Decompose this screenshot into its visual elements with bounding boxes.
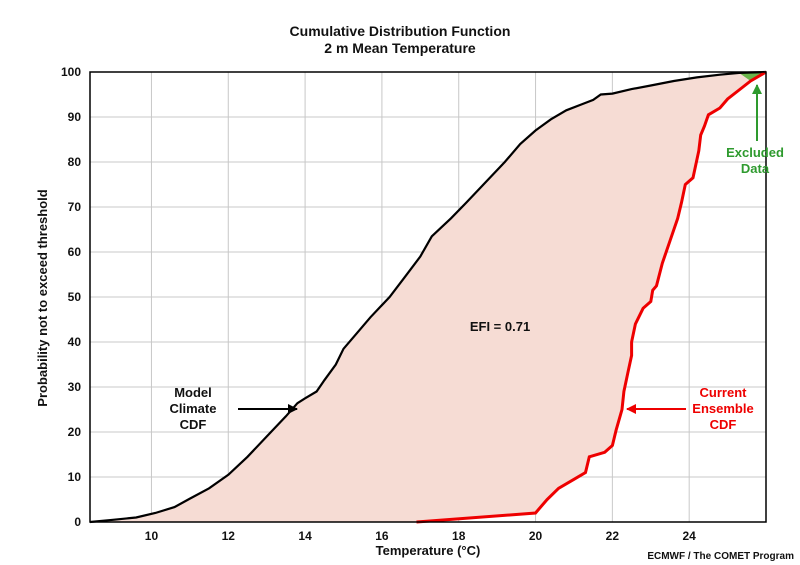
current-ensemble-label-line1: Current	[700, 385, 748, 400]
x-tick-label-6: 22	[606, 529, 620, 543]
model-climate-cdf-line	[89, 70, 767, 524]
y-tick-label-1: 10	[68, 470, 82, 484]
y-tick-label-10: 100	[61, 65, 81, 79]
y-tick-label-0: 0	[74, 515, 81, 529]
y-tick-label-9: 90	[68, 110, 82, 124]
model-climate-annotation: Model Climate CDF	[170, 385, 298, 432]
excluded-data-annotation: Excluded Data	[726, 84, 784, 176]
y-tick-label-7: 70	[68, 200, 82, 214]
chart-subtitle: 2 m Mean Temperature	[324, 40, 476, 56]
x-tick-label-4: 18	[452, 529, 466, 543]
model-climate-label-line1: Model	[174, 385, 212, 400]
efi-label: EFI = 0.71	[470, 319, 530, 334]
current-ensemble-label-line2: Ensemble	[692, 401, 753, 416]
x-tick-label-3: 16	[375, 529, 389, 543]
x-axis-label: Temperature (°C)	[376, 543, 481, 558]
x-tick-label-2: 14	[298, 529, 312, 543]
excluded-label-line2: Data	[741, 161, 770, 176]
y-tick-label-3: 30	[68, 380, 82, 394]
y-tick-label-6: 60	[68, 245, 82, 259]
y-tick-labels: 0 10 20 30 40 50 60 70 80 90 100	[61, 65, 81, 529]
current-ensemble-annotation: Current Ensemble CDF	[626, 385, 754, 432]
current-ensemble-label-line3: CDF	[710, 417, 737, 432]
x-tick-label-0: 10	[145, 529, 159, 543]
shaded-area	[90, 72, 766, 522]
y-tick-label-8: 80	[68, 155, 82, 169]
model-climate-label-line2: Climate	[170, 401, 217, 416]
plot-frame	[89, 71, 767, 523]
y-tick-label-4: 40	[68, 335, 82, 349]
y-tick-label-5: 50	[68, 290, 82, 304]
credit-text: ECMWF / The COMET Program	[647, 551, 794, 562]
y-tick-label-2: 20	[68, 425, 82, 439]
x-tick-label-5: 20	[529, 529, 543, 543]
excluded-label-line1: Excluded	[726, 145, 784, 160]
x-tick-labels: 10 12 14 16 18 20 22 24	[145, 529, 696, 543]
model-climate-label-line3: CDF	[180, 417, 207, 432]
current-ensemble-cdf-line	[416, 70, 767, 524]
x-tick-label-7: 24	[683, 529, 697, 543]
y-axis-label: Probability not to exceed threshold	[35, 189, 50, 406]
chart-title: Cumulative Distribution Function	[290, 23, 511, 39]
x-tick-label-1: 12	[222, 529, 236, 543]
